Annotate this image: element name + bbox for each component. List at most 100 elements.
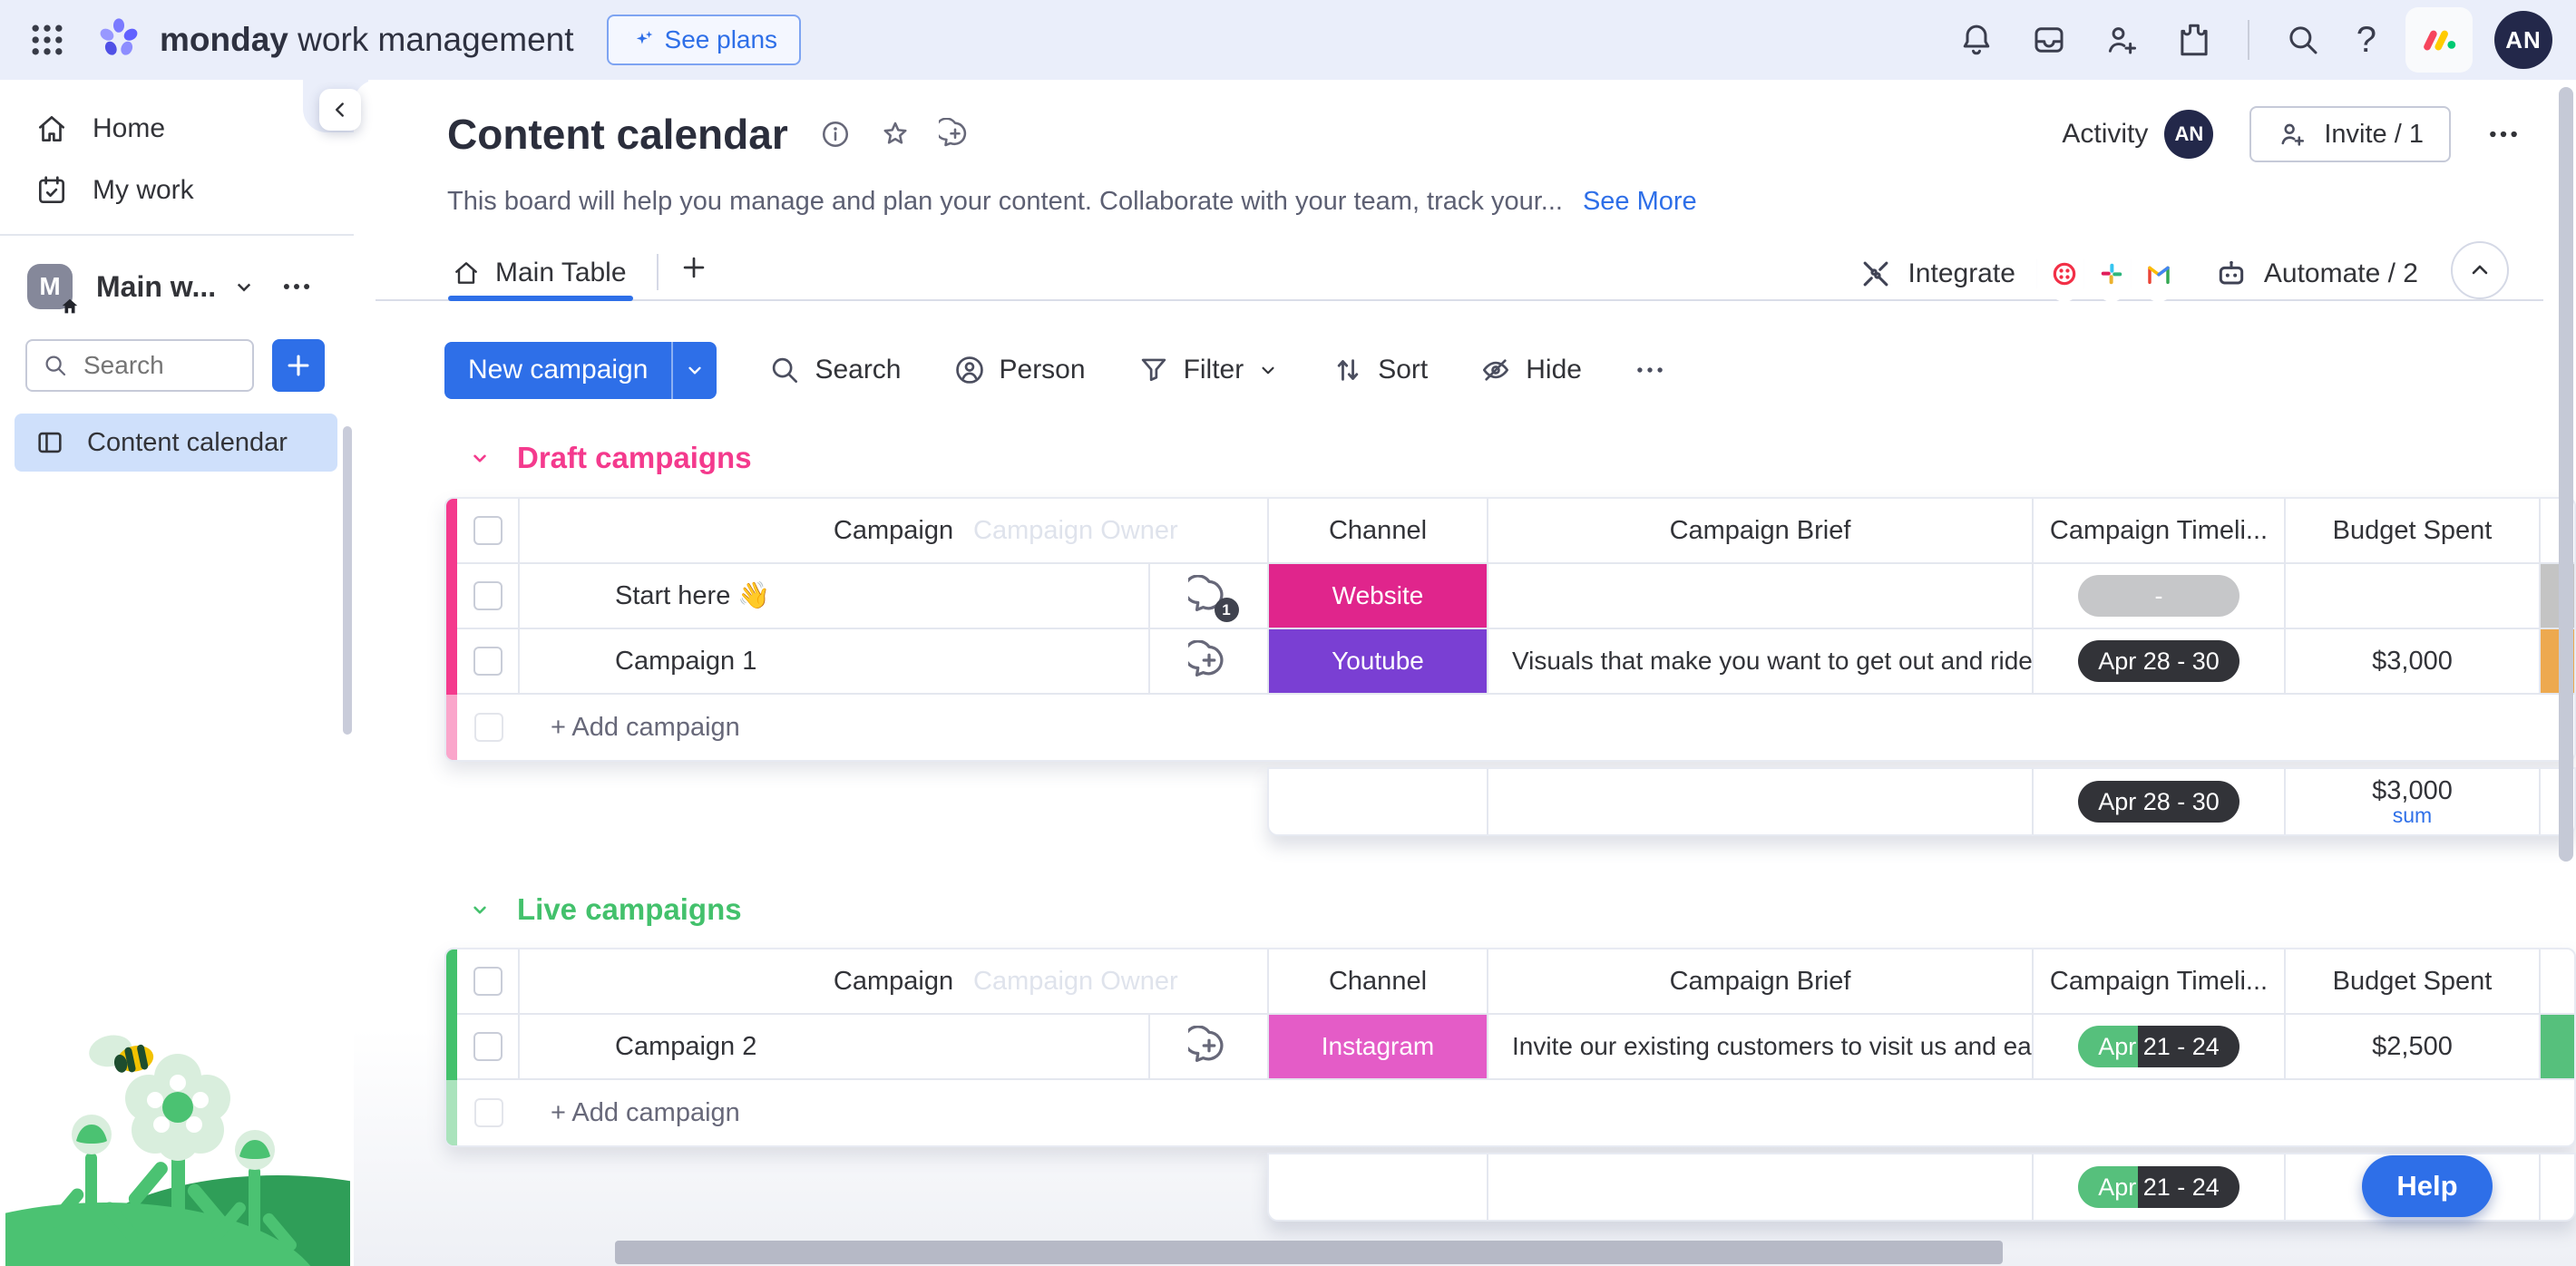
channel-cell[interactable]: Youtube bbox=[1269, 629, 1488, 693]
group-title-live-campaigns[interactable]: Live campaigns bbox=[468, 892, 742, 927]
add-board-button[interactable] bbox=[272, 339, 325, 392]
add-comment-icon[interactable] bbox=[938, 118, 971, 151]
add-campaign-label[interactable]: + Add campaign bbox=[551, 712, 740, 742]
campaign-name-cell[interactable]: Campaign 1 bbox=[520, 629, 1150, 693]
timeline-pill[interactable]: Apr 28 - 30 bbox=[2078, 640, 2239, 682]
timeline-cell[interactable]: - bbox=[2034, 564, 2286, 628]
budget-cell[interactable]: $3,000 bbox=[2286, 629, 2541, 693]
column-header-campaign-timeline[interactable]: Campaign Timeli... bbox=[2034, 950, 2286, 1013]
campaign-brief-cell[interactable]: Visuals that make you want to get out an… bbox=[1488, 629, 2034, 693]
table-row[interactable]: Start here 👋 1 Website - bbox=[457, 564, 2574, 629]
chat-cell[interactable] bbox=[1150, 629, 1269, 693]
row-checkbox[interactable] bbox=[473, 1032, 503, 1061]
marketplace-puzzle-icon[interactable] bbox=[2175, 21, 2213, 59]
timeline-cell[interactable]: Apr 28 - 30 bbox=[2034, 629, 2286, 693]
sidebar-search-input-wrap[interactable] bbox=[25, 339, 254, 392]
sidebar-item-home[interactable]: Home bbox=[0, 103, 354, 154]
summary-timeline-cell[interactable]: Apr 21 - 24 bbox=[2034, 1154, 2286, 1220]
see-plans-button[interactable]: See plans bbox=[606, 15, 802, 65]
info-icon[interactable] bbox=[819, 118, 852, 151]
sidebar-item-my-work[interactable]: My work bbox=[0, 165, 354, 216]
invite-button[interactable]: Invite / 1 bbox=[2249, 106, 2451, 162]
activity-avatar[interactable]: AN bbox=[2164, 110, 2214, 159]
column-header-campaign-brief[interactable]: Campaign Brief bbox=[1488, 499, 2034, 562]
column-header-campaign-brief[interactable]: Campaign Brief bbox=[1488, 950, 2034, 1013]
vertical-scrollbar[interactable] bbox=[2559, 87, 2573, 862]
chat-cell[interactable]: 1 bbox=[1150, 564, 1269, 628]
toolbar-person-button[interactable]: Person bbox=[952, 353, 1086, 387]
sidebar-item-content-calendar[interactable]: Content calendar bbox=[15, 414, 337, 472]
chat-cell[interactable] bbox=[1150, 1015, 1269, 1078]
inbox-icon[interactable] bbox=[2030, 21, 2068, 59]
tab-main-table[interactable]: Main Table bbox=[452, 248, 627, 297]
status-strip-cell[interactable] bbox=[2541, 1015, 2574, 1078]
channel-cell[interactable]: Website bbox=[1269, 564, 1488, 628]
automate-button[interactable]: Automate / 2 bbox=[2213, 256, 2418, 292]
summary-timeline-cell[interactable]: Apr 28 - 30 bbox=[2034, 769, 2286, 834]
workspace-menu-icon[interactable] bbox=[279, 269, 314, 304]
board-title[interactable]: Content calendar bbox=[447, 111, 788, 158]
board-menu-icon[interactable] bbox=[2485, 116, 2522, 152]
user-avatar[interactable]: AN bbox=[2494, 11, 2552, 69]
add-view-button[interactable] bbox=[678, 252, 709, 283]
sidebar-collapse-button[interactable] bbox=[319, 89, 361, 131]
table-row[interactable]: Campaign 2 Instagram Invite our existing… bbox=[457, 1015, 2574, 1080]
toolbar-sort-button[interactable]: Sort bbox=[1331, 353, 1428, 387]
campaign-brief-cell[interactable]: Invite our existing customers to visit u… bbox=[1488, 1015, 2034, 1078]
campaign-brief-cell[interactable] bbox=[1488, 564, 2034, 628]
toolbar-more-button[interactable] bbox=[1633, 353, 1667, 387]
column-header-budget-spent[interactable]: Budget Spent bbox=[2286, 499, 2541, 562]
sidebar-search-input[interactable] bbox=[82, 350, 221, 381]
row-checkbox[interactable] bbox=[473, 581, 503, 610]
product-switcher-badge[interactable] bbox=[2405, 7, 2473, 73]
new-campaign-button[interactable]: New campaign bbox=[444, 341, 672, 399]
select-all-checkbox[interactable] bbox=[473, 967, 503, 996]
apps-grid-icon[interactable] bbox=[27, 20, 67, 60]
integrate-button[interactable]: Integrate bbox=[1859, 257, 2015, 291]
summary-budget-cell[interactable]: $3,000 sum bbox=[2286, 769, 2541, 834]
horizontal-scrollbar[interactable] bbox=[615, 1241, 2003, 1264]
timeline-pill[interactable]: Apr 21 - 24 bbox=[2078, 1026, 2239, 1067]
add-campaign-row[interactable]: + Add campaign bbox=[457, 695, 2574, 760]
help-button[interactable]: Help bbox=[2362, 1155, 2493, 1217]
campaign-name-cell[interactable]: Start here 👋 bbox=[520, 564, 1150, 628]
add-campaign-row[interactable]: + Add campaign bbox=[457, 1080, 2574, 1145]
toolbar-filter-button[interactable]: Filter bbox=[1137, 353, 1281, 387]
workspace-chevron-down-icon[interactable] bbox=[230, 273, 258, 300]
activity-label[interactable]: Activity bbox=[2062, 119, 2149, 149]
invite-members-icon[interactable] bbox=[2103, 21, 2141, 59]
favorite-star-icon[interactable] bbox=[879, 118, 912, 151]
group-title-draft-campaigns[interactable]: Draft campaigns bbox=[468, 441, 752, 475]
column-header-budget-spent[interactable]: Budget Spent bbox=[2286, 950, 2541, 1013]
help-question-icon[interactable]: ? bbox=[2356, 19, 2376, 60]
row-checkbox[interactable] bbox=[473, 647, 503, 676]
sidebar-scrollbar[interactable] bbox=[343, 426, 352, 735]
summary-timeline-pill[interactable]: Apr 21 - 24 bbox=[2078, 1166, 2239, 1208]
select-all-checkbox[interactable] bbox=[473, 516, 503, 545]
timeline-cell[interactable]: Apr 21 - 24 bbox=[2034, 1015, 2286, 1078]
notifications-bell-icon[interactable] bbox=[1957, 21, 1995, 59]
summary-timeline-pill[interactable]: Apr 28 - 30 bbox=[2078, 781, 2239, 823]
column-header-channel[interactable]: Channel bbox=[1269, 499, 1488, 562]
group-collapse-chevron-icon[interactable] bbox=[468, 898, 492, 921]
toolbar-search-button[interactable]: Search bbox=[767, 353, 902, 387]
budget-cell[interactable] bbox=[2286, 564, 2541, 628]
column-header-campaign[interactable]: Campaign Campaign Owner bbox=[520, 950, 1269, 1013]
channel-cell[interactable]: Instagram bbox=[1269, 1015, 1488, 1078]
filter-chevron-down-icon[interactable] bbox=[1256, 358, 1280, 382]
column-header-campaign-timeline[interactable]: Campaign Timeli... bbox=[2034, 499, 2286, 562]
column-header-channel[interactable]: Channel bbox=[1269, 950, 1488, 1013]
column-header-campaign[interactable]: Campaign Campaign Owner bbox=[520, 499, 1269, 562]
workspace-row[interactable]: M Main w... bbox=[0, 258, 354, 316]
timeline-pill[interactable]: - bbox=[2078, 575, 2239, 617]
add-campaign-label[interactable]: + Add campaign bbox=[551, 1097, 740, 1127]
toolbar-hide-button[interactable]: Hide bbox=[1478, 353, 1582, 387]
new-campaign-dropdown-button[interactable] bbox=[671, 341, 717, 399]
see-more-link[interactable]: See More bbox=[1582, 187, 1697, 216]
table-row[interactable]: Campaign 1 Youtube Visuals that make you… bbox=[457, 629, 2574, 695]
collapse-header-button[interactable] bbox=[2451, 241, 2509, 299]
budget-cell[interactable]: $2,500 bbox=[2286, 1015, 2541, 1078]
group-collapse-chevron-icon[interactable] bbox=[468, 446, 492, 470]
campaign-name-cell[interactable]: Campaign 2 bbox=[520, 1015, 1150, 1078]
search-icon[interactable] bbox=[2284, 21, 2322, 59]
